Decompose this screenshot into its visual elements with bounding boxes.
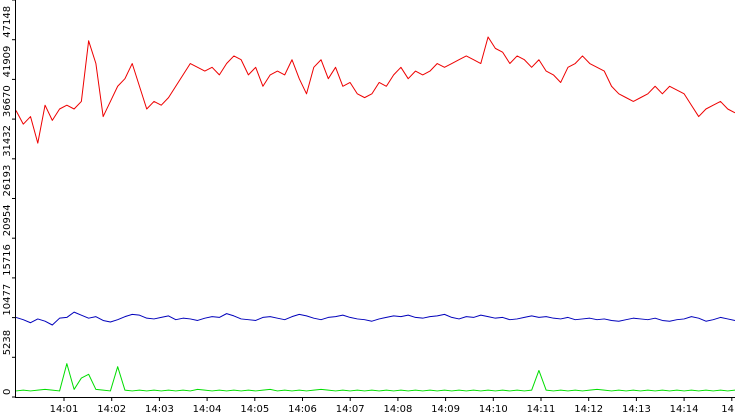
x-tick-label: 14:12 — [574, 404, 603, 415]
y-tick-label: 31432 — [2, 125, 13, 157]
x-tick-label: 14:13 — [622, 404, 651, 415]
x-tick-label: 14:07 — [336, 404, 365, 415]
x-tick-label: 14:01 — [50, 404, 79, 415]
series-line-1 — [15, 311, 735, 326]
y-tick-label: 41909 — [2, 46, 13, 78]
x-tick-label: 14:09 — [431, 404, 460, 415]
x-tick-label: 14:10 — [479, 404, 508, 415]
y-tick-label: 5238 — [2, 330, 13, 355]
y-ticks-layer: 0 5238 10477 15716 20954 26193 31432 36670 41909… — [2, 0, 15, 398]
series-layer — [15, 36, 735, 392]
x-tick-label: 14:14 — [670, 404, 699, 415]
series-line-2 — [15, 363, 735, 392]
axes-layer — [15, 0, 735, 398]
x-tick-label: 14:02 — [97, 404, 126, 415]
x-tick-label: 14:04 — [193, 404, 222, 415]
y-tick-label: 20954 — [2, 204, 13, 236]
y-tick-label: 36670 — [2, 85, 13, 117]
series-line-0 — [15, 36, 735, 144]
x-tick-label: 14:05 — [240, 404, 269, 415]
x-ticks-layer: 14:01 14:02 14:03 14:04 14:05 14:06 14:07 14:08… — [50, 397, 734, 415]
x-tick-label: 14:03 — [145, 404, 174, 415]
x-tick-label: 14:08 — [383, 404, 412, 415]
y-tick-label: 47148 — [2, 6, 13, 38]
y-tick-label: 10477 — [2, 284, 13, 316]
y-tick-label: 26193 — [2, 165, 13, 197]
y-tick-label: 15716 — [2, 244, 13, 276]
x-tick-label: 14 — [721, 404, 734, 415]
x-tick-label: 14:11 — [527, 404, 556, 415]
y-tick-label: 0 — [2, 389, 13, 395]
x-tick-label: 14:06 — [288, 404, 317, 415]
